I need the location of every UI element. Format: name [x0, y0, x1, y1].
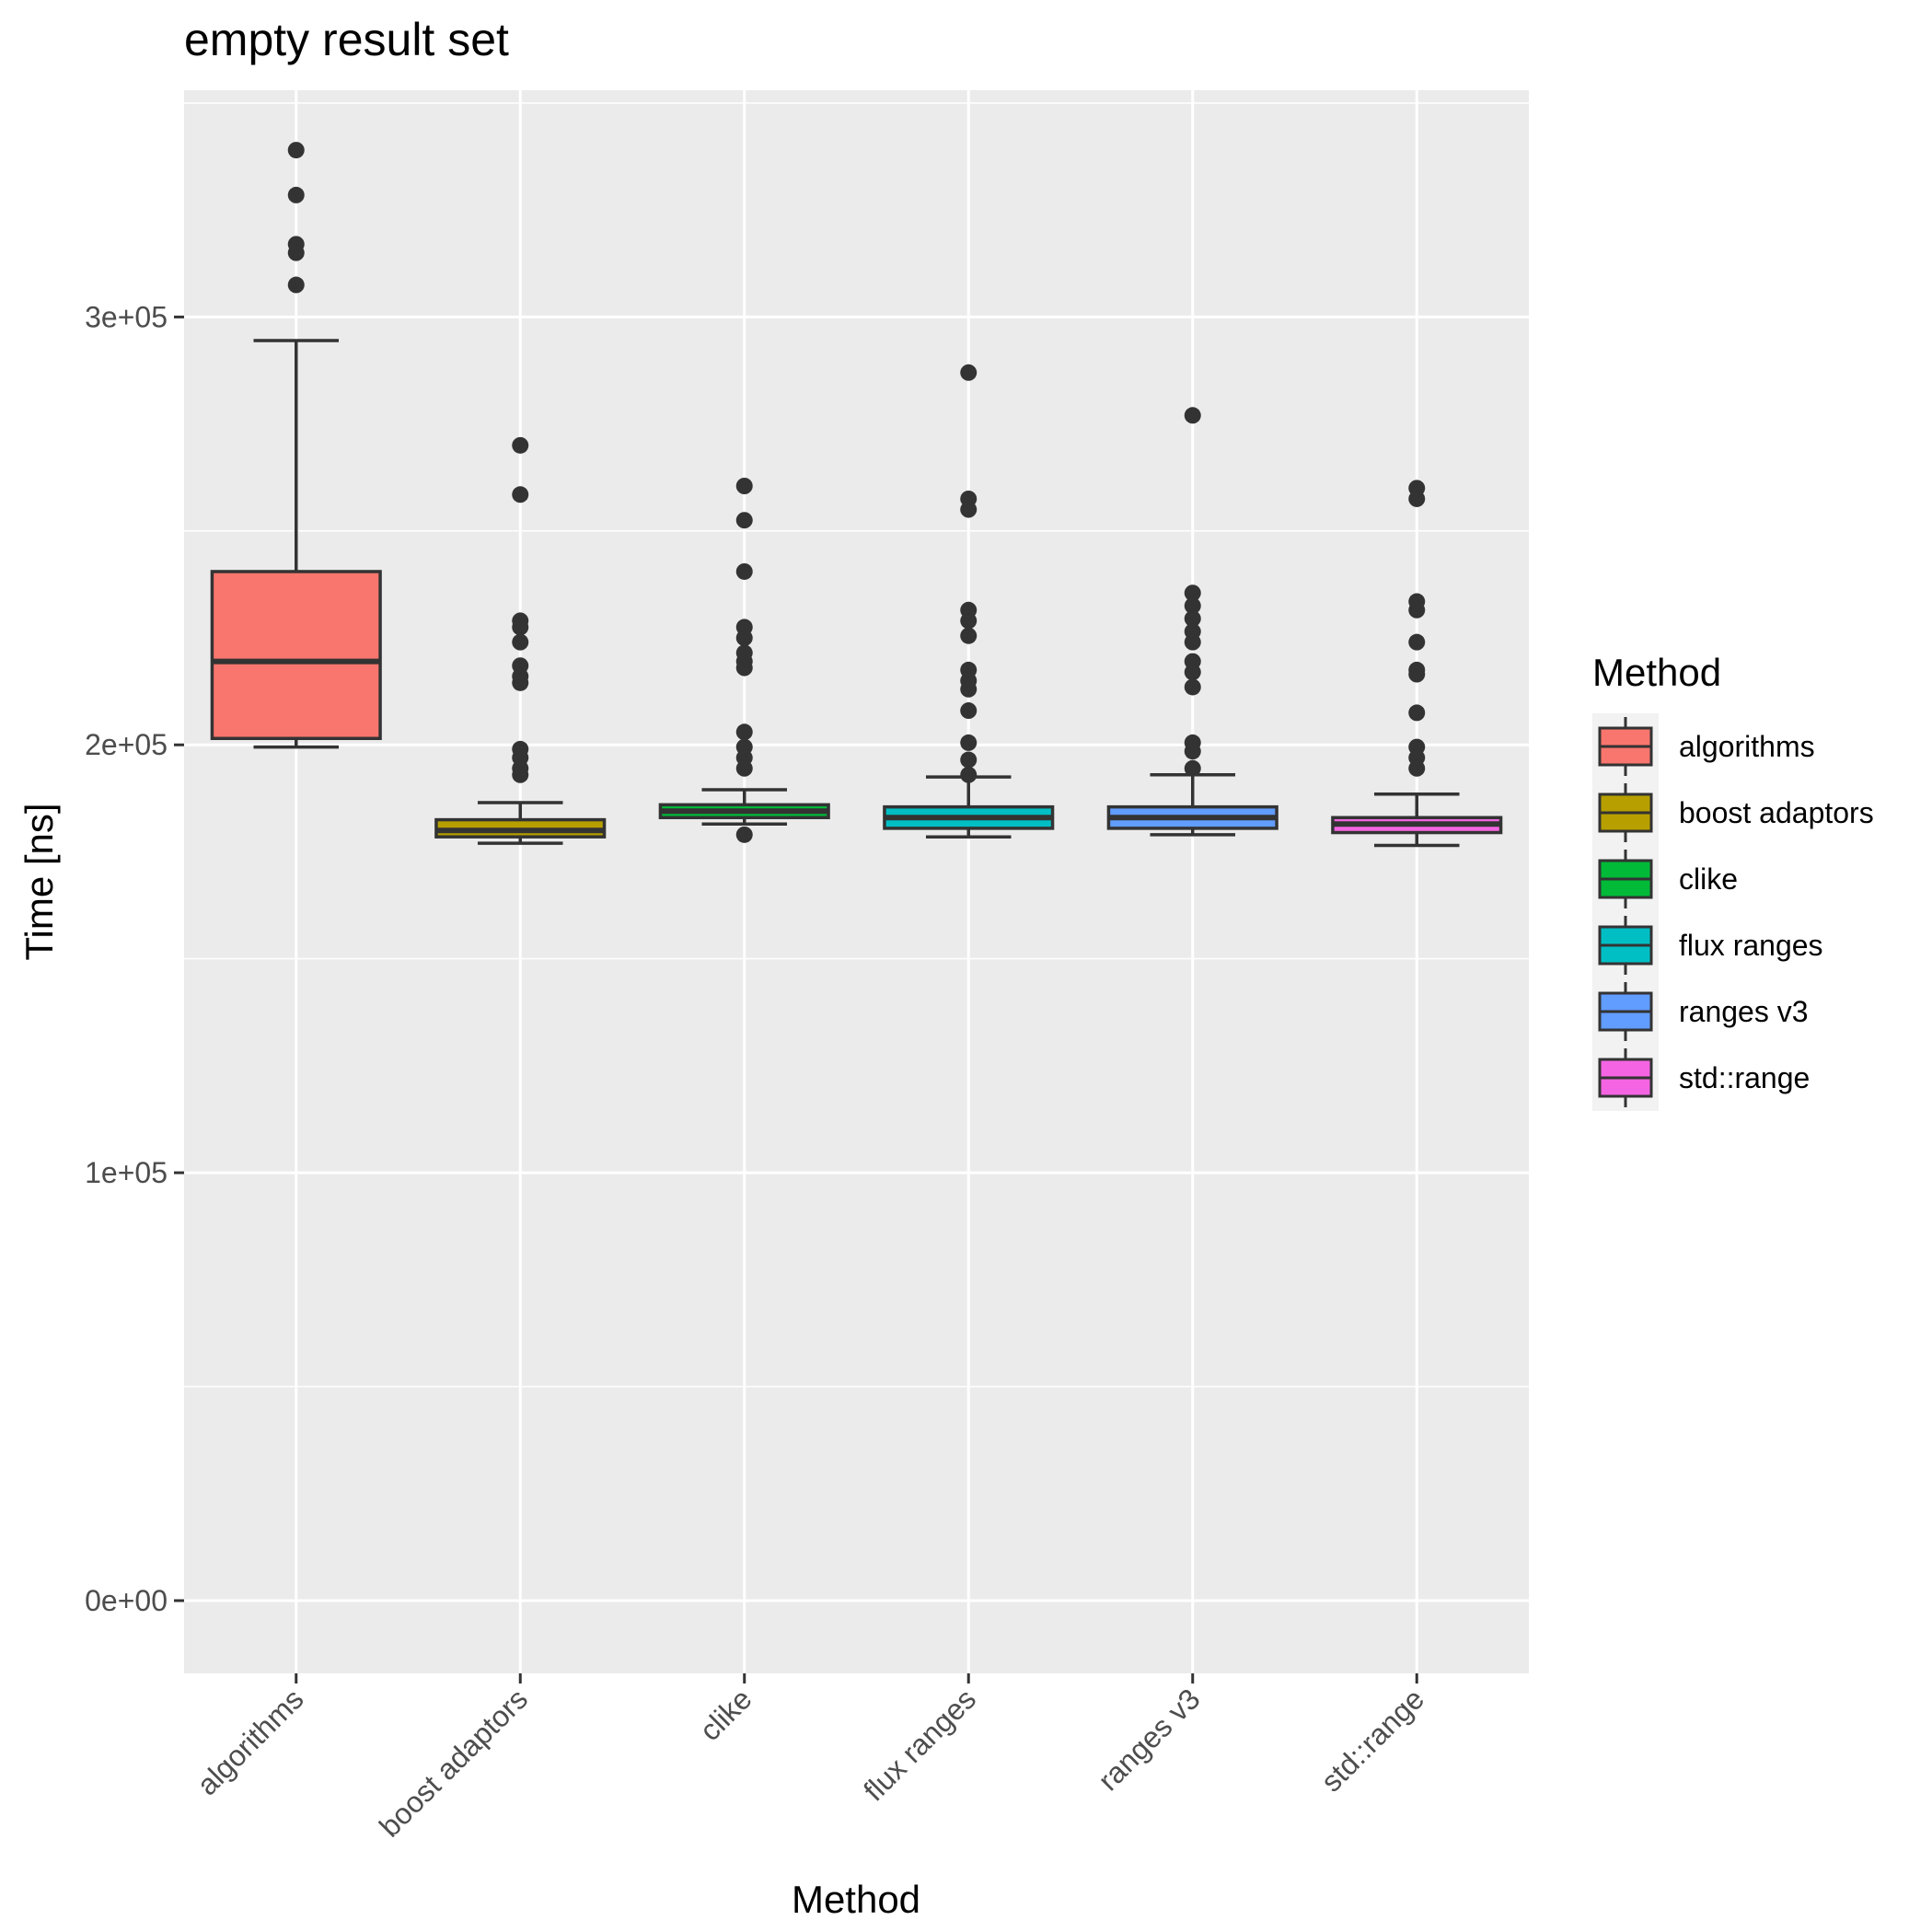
y-tick-label: 3e+05: [85, 300, 168, 333]
outlier-point: [1184, 743, 1201, 760]
y-tick-label: 1e+05: [85, 1156, 168, 1189]
outlier-point: [960, 751, 978, 769]
y-tick-label: 0e+00: [85, 1584, 168, 1617]
outlier-point: [735, 562, 753, 580]
outlier-point: [735, 478, 753, 494]
outlier-point: [512, 619, 529, 636]
legend-item: boost adaptors: [1598, 783, 1874, 842]
outlier-point: [960, 734, 978, 751]
outlier-point: [960, 612, 978, 630]
outlier-point: [287, 142, 305, 159]
chart-title: empty result set: [184, 14, 509, 65]
legend-item: flux ranges: [1598, 916, 1823, 975]
plot-panel: [184, 90, 1529, 1673]
box-group: [1331, 480, 1503, 848]
legend-label: clike: [1679, 862, 1738, 896]
legend: Method algorithms boost adaptors clike flux…: [1592, 651, 1874, 1111]
legend-item: std::range: [1598, 1048, 1810, 1107]
outlier-point: [1408, 665, 1426, 683]
outlier-point: [1408, 601, 1426, 619]
outlier-point: [512, 633, 529, 651]
outlier-point: [1408, 633, 1426, 651]
outlier-point: [735, 659, 753, 677]
outlier-point: [1184, 597, 1201, 615]
outlier-point: [1408, 704, 1426, 722]
outlier-point: [1408, 490, 1426, 507]
legend-item: algorithms: [1598, 717, 1815, 776]
box-group: [1106, 407, 1278, 837]
y-tick-label: 2e+05: [85, 728, 168, 761]
outlier-point: [512, 436, 529, 454]
box: [210, 570, 382, 741]
outlier-point: [1184, 584, 1201, 602]
x-tick-label: algorithms: [191, 1682, 310, 1801]
outlier-point: [735, 723, 753, 741]
x-tick-label: clike: [693, 1682, 758, 1747]
x-tick-label: ranges v3: [1092, 1682, 1207, 1797]
x-axis-title: Method: [792, 1878, 920, 1921]
outlier-point: [287, 186, 305, 203]
box-series: [210, 142, 1503, 848]
outlier-point: [960, 702, 978, 720]
outlier-point: [960, 766, 978, 783]
legend-title: Method: [1592, 651, 1721, 694]
box-group: [210, 142, 382, 749]
x-tick-label: flux ranges: [857, 1682, 982, 1807]
outlier-point: [512, 674, 529, 691]
x-tick-label: std::range: [1314, 1682, 1430, 1798]
outlier-point: [1184, 633, 1201, 651]
legend-key-background: [1592, 713, 1659, 1111]
outlier-point: [735, 512, 753, 529]
legend-label: boost adaptors: [1679, 796, 1874, 829]
outlier-point: [960, 627, 978, 644]
box-group: [658, 478, 830, 843]
legend-item: ranges v3: [1598, 982, 1809, 1041]
outlier-point: [960, 680, 978, 698]
outlier-point: [1184, 759, 1201, 777]
legend-label: std::range: [1679, 1061, 1810, 1094]
legend-label: flux ranges: [1679, 929, 1823, 962]
outlier-point: [512, 486, 529, 503]
outlier-point: [1408, 759, 1426, 777]
box-group: [883, 364, 1055, 839]
outlier-point: [960, 501, 978, 518]
grid-lines: [184, 90, 1529, 1673]
outlier-point: [1184, 664, 1201, 681]
legend-label: algorithms: [1679, 730, 1815, 763]
outlier-point: [735, 826, 753, 843]
legend-item: clike: [1598, 850, 1738, 908]
outlier-point: [287, 244, 305, 261]
x-tick-label: boost adaptors: [373, 1682, 534, 1843]
y-axis-title: Time [ns]: [17, 803, 61, 960]
outlier-point: [512, 766, 529, 783]
outlier-point: [1184, 407, 1201, 424]
box-group: [434, 436, 607, 845]
outlier-point: [960, 364, 978, 381]
outlier-point: [287, 276, 305, 294]
outlier-point: [1184, 678, 1201, 696]
outlier-point: [1184, 610, 1201, 628]
legend-label: ranges v3: [1679, 995, 1809, 1028]
outlier-point: [735, 759, 753, 777]
outlier-point: [735, 630, 753, 647]
